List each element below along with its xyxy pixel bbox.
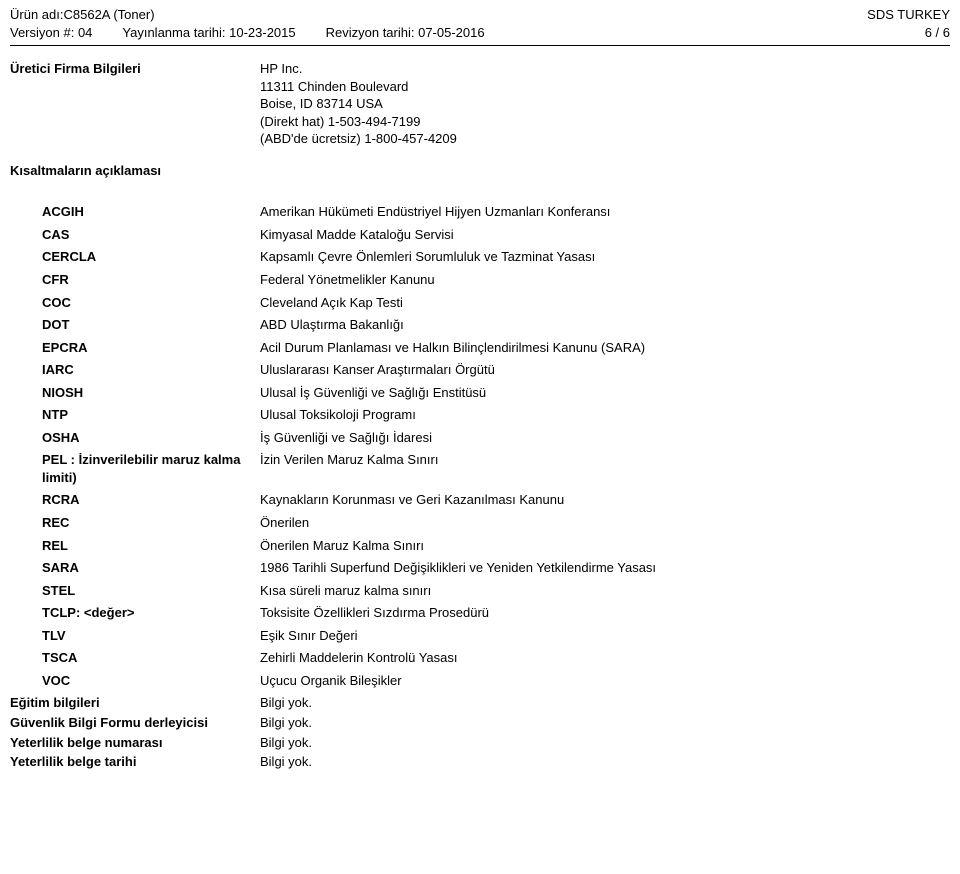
abbr-row: TSCAZehirli Maddelerin Kontrolü Yasası — [42, 649, 950, 667]
abbr-definition: Önerilen Maruz Kalma Sınırı — [260, 537, 950, 555]
rev-value: 07-05-2016 — [418, 25, 485, 40]
manufacturer-address: HP Inc. 11311 Chinden Boulevard Boise, I… — [260, 60, 950, 148]
abbr-term: NTP — [42, 406, 260, 424]
footer-row: Yeterlilik belge numarasıBilgi yok. — [10, 734, 950, 752]
abbr-row: ACGIHAmerikan Hükümeti Endüstriyel Hijye… — [42, 203, 950, 221]
abbr-term: COC — [42, 294, 260, 312]
abbr-term: REL — [42, 537, 260, 555]
abbr-term: CFR — [42, 271, 260, 289]
doc-header: Ürün adı: C8562A (Toner) SDS TURKEY Vers… — [10, 6, 950, 41]
abbr-definition: ABD Ulaştırma Bakanlığı — [260, 316, 950, 334]
abbr-term: TSCA — [42, 649, 260, 667]
abbr-row: CASKimyasal Madde Kataloğu Servisi — [42, 226, 950, 244]
manufacturer-label: Üretici Firma Bilgileri — [10, 60, 260, 148]
abbr-row: CFRFederal Yönetmelikler Kanunu — [42, 271, 950, 289]
abbr-term: STEL — [42, 582, 260, 600]
abbr-definition: Kapsamlı Çevre Önlemleri Sorumluluk ve T… — [260, 248, 950, 266]
abbr-definition: Uçucu Organik Bileşikler — [260, 672, 950, 690]
abbr-term: EPCRA — [42, 339, 260, 357]
abbr-definition: Kaynakların Korunması ve Geri Kazanılmas… — [260, 491, 950, 509]
footer-row: Güvenlik Bilgi Formu derleyicisiBilgi yo… — [10, 714, 950, 732]
header-divider — [10, 45, 950, 46]
abbr-row: STELKısa süreli maruz kalma sınırı — [42, 582, 950, 600]
abbr-row: SARA1986 Tarihli Superfund Değişiklikler… — [42, 559, 950, 577]
abbr-definition: Acil Durum Planlaması ve Halkın Bilinçle… — [260, 339, 950, 357]
abbr-term: SARA — [42, 559, 260, 577]
footer-label: Yeterlilik belge numarası — [10, 734, 260, 752]
abbr-definition: Eşik Sınır Değeri — [260, 627, 950, 645]
version-label: Versiyon #: — [10, 25, 78, 40]
abbr-row: NIOSHUlusal İş Güvenliği ve Sağlığı Enst… — [42, 384, 950, 402]
footer-row: Eğitim bilgileriBilgi yok. — [10, 694, 950, 712]
footer-value: Bilgi yok. — [260, 734, 950, 752]
abbr-definition: İzin Verilen Maruz Kalma Sınırı — [260, 451, 950, 486]
abbr-heading: Kısaltmaların açıklaması — [10, 162, 260, 180]
abbr-definition: Ulusal İş Güvenliği ve Sağlığı Enstitüsü — [260, 384, 950, 402]
abbr-row: RCRAKaynakların Korunması ve Geri Kazanı… — [42, 491, 950, 509]
abbr-row: VOCUçucu Organik Bileşikler — [42, 672, 950, 690]
abbr-term: IARC — [42, 361, 260, 379]
manufacturer-section: Üretici Firma Bilgileri HP Inc. 11311 Ch… — [10, 60, 950, 148]
abbr-term: REC — [42, 514, 260, 532]
pub-value: 10-23-2015 — [229, 25, 296, 40]
footer-section: Eğitim bilgileriBilgi yok.Güvenlik Bilgi… — [10, 694, 950, 770]
abbr-row: DOTABD Ulaştırma Bakanlığı — [42, 316, 950, 334]
abbr-definition: Kısa süreli maruz kalma sınırı — [260, 582, 950, 600]
rev-label: Revizyon tarihi: — [326, 25, 418, 40]
abbr-term: CERCLA — [42, 248, 260, 266]
footer-value: Bilgi yok. — [260, 694, 950, 712]
abbr-definition: 1986 Tarihli Superfund Değişiklikleri ve… — [260, 559, 950, 577]
abbr-row: NTPUlusal Toksikoloji Programı — [42, 406, 950, 424]
page-number: 6 / 6 — [925, 24, 950, 42]
abbr-term: ACGIH — [42, 203, 260, 221]
mfr-line: HP Inc. — [260, 60, 950, 78]
abbr-list: ACGIHAmerikan Hükümeti Endüstriyel Hijye… — [42, 203, 950, 689]
abbr-row: COCCleveland Açık Kap Testi — [42, 294, 950, 312]
abbr-term: DOT — [42, 316, 260, 334]
abbr-row: PEL : İzinverilebilir maruz kalma limiti… — [42, 451, 950, 486]
abbr-row: RELÖnerilen Maruz Kalma Sınırı — [42, 537, 950, 555]
pub-label: Yayınlanma tarihi: — [122, 25, 229, 40]
abbr-definition: Uluslararası Kanser Araştırmaları Örgütü — [260, 361, 950, 379]
abbr-definition: Kimyasal Madde Kataloğu Servisi — [260, 226, 950, 244]
abbr-definition: Zehirli Maddelerin Kontrolü Yasası — [260, 649, 950, 667]
mfr-line: (Direkt hat) 1-503-494-7199 — [260, 113, 950, 131]
abbr-term: CAS — [42, 226, 260, 244]
footer-value: Bilgi yok. — [260, 714, 950, 732]
product-value: C8562A (Toner) — [63, 6, 154, 24]
abbr-term: OSHA — [42, 429, 260, 447]
abbr-row: EPCRAAcil Durum Planlaması ve Halkın Bil… — [42, 339, 950, 357]
abbr-heading-row: Kısaltmaların açıklaması — [10, 162, 950, 180]
abbr-definition: Önerilen — [260, 514, 950, 532]
abbr-term: TCLP: <değer> — [42, 604, 260, 622]
version-value: 04 — [78, 25, 92, 40]
sds-region: SDS TURKEY — [867, 6, 950, 24]
mfr-line: (ABD'de ücretsiz) 1-800-457-4209 — [260, 130, 950, 148]
abbr-definition: İş Güvenliği ve Sağlığı İdaresi — [260, 429, 950, 447]
product-label: Ürün adı: — [10, 6, 63, 24]
abbr-row: CERCLAKapsamlı Çevre Önlemleri Sorumlulu… — [42, 248, 950, 266]
abbr-row: IARCUluslararası Kanser Araştırmaları Ör… — [42, 361, 950, 379]
mfr-line: Boise, ID 83714 USA — [260, 95, 950, 113]
abbr-term: PEL : İzinverilebilir maruz kalma limiti… — [42, 451, 260, 486]
mfr-line: 11311 Chinden Boulevard — [260, 78, 950, 96]
abbr-row: TLVEşik Sınır Değeri — [42, 627, 950, 645]
abbr-term: TLV — [42, 627, 260, 645]
footer-value: Bilgi yok. — [260, 753, 950, 771]
footer-row: Yeterlilik belge tarihiBilgi yok. — [10, 753, 950, 771]
abbr-definition: Toksisite Özellikleri Sızdırma Prosedürü — [260, 604, 950, 622]
abbr-term: RCRA — [42, 491, 260, 509]
abbr-row: OSHAİş Güvenliği ve Sağlığı İdaresi — [42, 429, 950, 447]
abbr-row: RECÖnerilen — [42, 514, 950, 532]
abbr-definition: Cleveland Açık Kap Testi — [260, 294, 950, 312]
abbr-definition: Federal Yönetmelikler Kanunu — [260, 271, 950, 289]
footer-label: Güvenlik Bilgi Formu derleyicisi — [10, 714, 260, 732]
abbr-term: VOC — [42, 672, 260, 690]
abbr-definition: Ulusal Toksikoloji Programı — [260, 406, 950, 424]
footer-label: Eğitim bilgileri — [10, 694, 260, 712]
abbr-row: TCLP: <değer>Toksisite Özellikleri Sızdı… — [42, 604, 950, 622]
footer-label: Yeterlilik belge tarihi — [10, 753, 260, 771]
abbr-definition: Amerikan Hükümeti Endüstriyel Hijyen Uzm… — [260, 203, 950, 221]
abbr-term: NIOSH — [42, 384, 260, 402]
